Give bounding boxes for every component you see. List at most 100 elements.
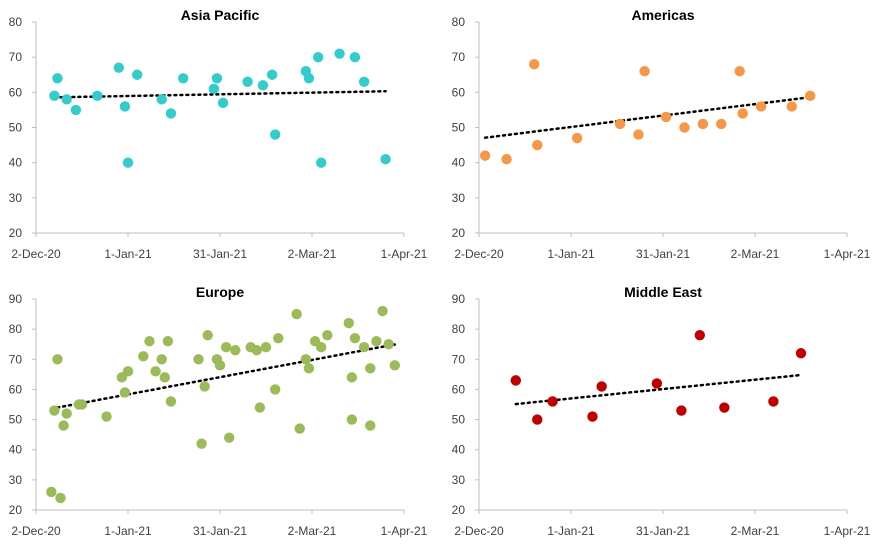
asia-pacific-data-point — [70, 104, 82, 116]
middle-east-data-point — [532, 414, 543, 425]
europe-x-tick-label: 2-Dec-20 — [11, 524, 61, 538]
americas-trendline — [483, 95, 812, 139]
europe-data-point — [199, 381, 210, 392]
europe-y-tick-label: 30 — [9, 473, 23, 487]
asia-pacific-data-point — [211, 73, 223, 84]
middle-east-y-tick-label: 80 — [452, 322, 466, 336]
americas-y-tick-label: 40 — [452, 156, 466, 170]
europe-data-point — [144, 336, 155, 347]
europe-data-point — [224, 432, 235, 443]
europe-y-tick-label: 90 — [9, 292, 23, 306]
asia-pacific-data-point — [270, 129, 281, 140]
americas-data-point — [755, 101, 767, 112]
asia-pacific-data-point — [380, 153, 391, 165]
americas-x-tick-label: 1-Apr-21 — [824, 247, 871, 261]
asia-pacific-x-tick-label: 1-Jan-21 — [104, 247, 152, 261]
chart-europe: Europe 20 30 40 50 60 70 80 90 2-Dec-20 1-Jan-21 31… — [0, 277, 440, 554]
europe-data-point — [343, 317, 354, 329]
europe-data-point — [150, 366, 161, 377]
asia-pacific-data-point — [156, 94, 167, 105]
asia-pacific-trendline — [53, 90, 387, 99]
middle-east-data-point — [768, 396, 779, 407]
middle-east-y-tick-label: 50 — [452, 413, 466, 427]
asia-pacific-x-tick-label: 31-Jan-21 — [193, 247, 247, 261]
europe-data-point — [358, 342, 370, 353]
asia-pacific-x-tick-label: 1-Apr-21 — [381, 247, 428, 261]
europe-y-tick-label: 60 — [9, 382, 23, 396]
americas-data-point — [529, 58, 540, 70]
asia-pacific-data-point — [303, 73, 315, 84]
europe-data-point — [383, 339, 394, 350]
middle-east-data-point — [719, 402, 730, 413]
asia-pacific-y-tick-label: 40 — [9, 156, 23, 170]
asia-pacific-data-point — [358, 76, 370, 87]
americas-data-point — [737, 108, 748, 119]
europe-data-point — [196, 438, 207, 449]
europe-data-point — [389, 360, 400, 371]
asia-pacific-data-point — [312, 51, 324, 63]
asia-pacific-data-point — [132, 69, 143, 80]
middle-east-data-point — [651, 378, 663, 389]
americas-data-point — [614, 118, 626, 130]
europe-data-point — [165, 396, 177, 407]
chart-americas-plot: Americas 20 30 40 50 60 70 80 2-Dec-20 1-Jan-21 31… — [452, 7, 871, 261]
europe-data-point — [273, 332, 284, 344]
americas-data-point — [716, 118, 727, 130]
europe-data-point — [349, 332, 361, 344]
chart-europe-plot: Europe 20 30 40 50 60 70 80 90 2-Dec-20 1-Jan-21 31… — [9, 284, 428, 538]
europe-data-point — [316, 342, 327, 353]
europe-data-point — [371, 336, 382, 347]
middle-east-data-point — [795, 348, 807, 359]
americas-y-tick-label: 30 — [452, 191, 466, 205]
europe-data-point — [119, 387, 131, 398]
europe-data-point — [202, 329, 213, 341]
europe-data-point — [254, 402, 266, 413]
americas-data-point — [639, 66, 650, 77]
asia-pacific-data-point — [334, 48, 345, 59]
europe-data-point — [346, 372, 358, 383]
americas-data-point — [697, 118, 709, 130]
europe-data-point — [365, 363, 376, 374]
middle-east-trendline — [514, 373, 803, 406]
chart-asia-pacific: Asia Pacific 20 30 40 50 60 70 80 2-Dec-20 1-Jan-… — [0, 0, 440, 277]
asia-pacific-y-tick-label: 30 — [9, 191, 23, 205]
americas-x-tick-label: 2-Dec-20 — [454, 247, 504, 261]
europe-data-point — [220, 342, 232, 353]
asia-pacific-y-tick-label: 60 — [9, 85, 23, 99]
europe-data-point — [49, 405, 60, 416]
europe-data-point — [270, 384, 281, 395]
asia-pacific-data-point — [49, 90, 60, 102]
europe-title: Europe — [196, 284, 244, 300]
middle-east-y-tick-label: 30 — [452, 473, 466, 487]
middle-east-y-tick-label: 20 — [452, 503, 466, 517]
europe-data-point — [52, 354, 63, 365]
asia-pacific-data-point — [266, 69, 278, 80]
middle-east-title: Middle East — [624, 284, 702, 300]
asia-pacific-title: Asia Pacific — [181, 7, 260, 23]
europe-y-tick-label: 20 — [9, 503, 23, 517]
europe-data-point — [122, 366, 134, 377]
americas-y-tick-label: 20 — [452, 226, 466, 240]
middle-east-x-tick-label: 1-Apr-21 — [824, 524, 871, 538]
asia-pacific-data-point — [242, 76, 253, 87]
asia-pacific-data-point — [178, 73, 189, 84]
asia-pacific-data-point — [92, 90, 103, 102]
asia-pacific-data-point — [61, 94, 72, 105]
middle-east-data-point — [510, 375, 521, 386]
europe-x-tick-label: 2-Mar-21 — [288, 524, 337, 538]
middle-east-data-point — [694, 329, 705, 341]
americas-title: Americas — [631, 7, 694, 23]
americas-data-point — [479, 150, 491, 161]
chart-americas: Americas 20 30 40 50 60 70 80 2-Dec-20 1-Jan-21 31… — [443, 0, 883, 277]
middle-east-y-tick-label: 40 — [452, 443, 466, 457]
europe-data-point — [46, 486, 57, 498]
europe-data-point — [300, 354, 312, 365]
americas-y-tick-label: 60 — [452, 85, 466, 99]
europe-x-tick-label: 31-Jan-21 — [193, 524, 247, 538]
europe-data-point — [251, 345, 262, 356]
europe-y-tick-label: 50 — [9, 413, 23, 427]
asia-pacific-data-point — [217, 97, 229, 109]
middle-east-data-point — [587, 411, 598, 422]
middle-east-x-tick-label: 1-Jan-21 — [547, 524, 595, 538]
americas-x-tick-label: 1-Jan-21 — [547, 247, 595, 261]
